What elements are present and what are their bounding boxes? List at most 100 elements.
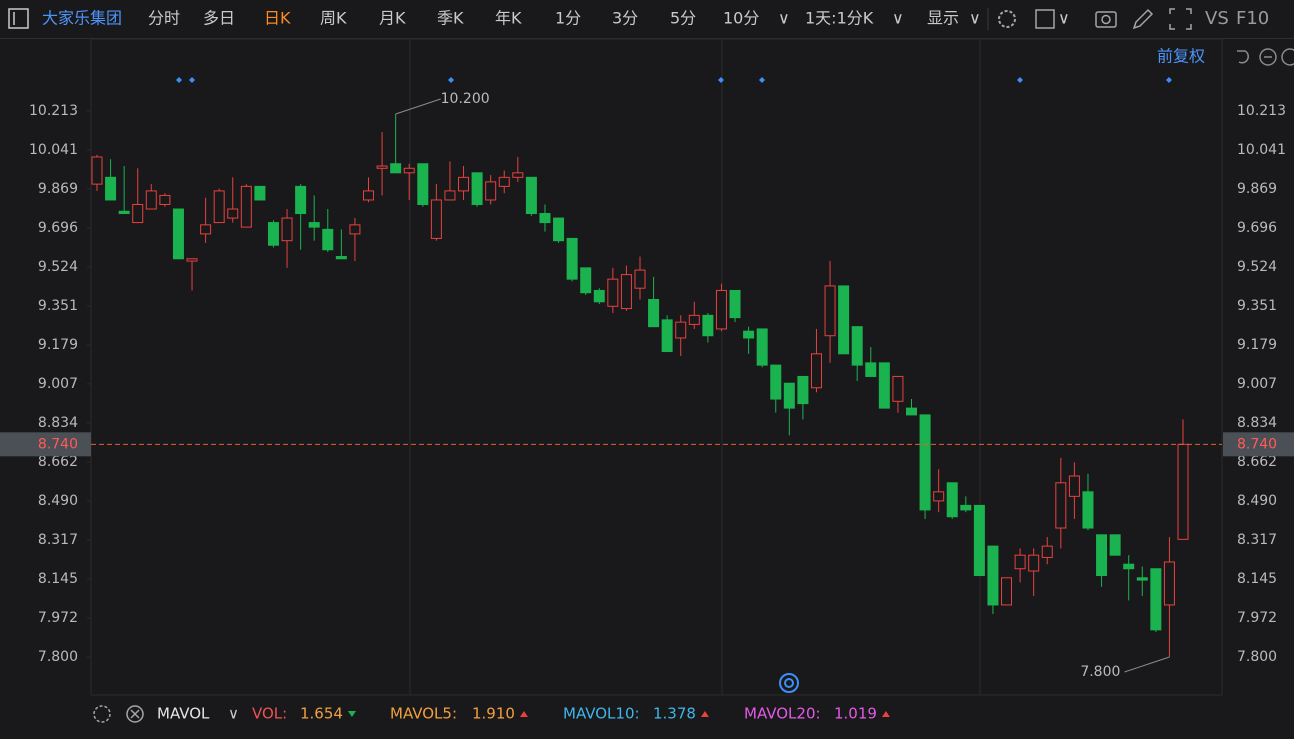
candle-body — [593, 289, 605, 303]
zoom-out-icon[interactable] — [1259, 48, 1277, 66]
y-tick-label-right: 9.696 — [1237, 220, 1277, 236]
candle-body — [960, 504, 972, 511]
event-marker[interactable] — [189, 77, 195, 83]
candle-body — [756, 328, 768, 366]
candle-body — [553, 217, 565, 242]
candle-body — [363, 190, 374, 201]
candle-body — [688, 314, 700, 325]
indicator-value: 1.378 — [653, 705, 696, 723]
candle-body — [240, 185, 252, 228]
candle-body — [933, 491, 945, 502]
indicator-label: MAVOL10: — [563, 705, 640, 723]
candle-body — [430, 199, 442, 239]
period-tab[interactable]: 10分 — [723, 9, 759, 28]
period-tab[interactable]: 1分 — [555, 9, 581, 28]
indicator-value: 1.910 — [472, 705, 515, 723]
period-tab[interactable]: 5分 — [670, 9, 696, 28]
period-tab[interactable]: 周K — [320, 9, 347, 28]
zoom-in-icon[interactable] — [1281, 48, 1294, 66]
candle-body — [281, 217, 293, 242]
dropdown-arrow[interactable]: ∨ — [969, 9, 981, 28]
event-marker[interactable] — [448, 77, 454, 83]
candle-body — [172, 208, 184, 260]
display-menu[interactable]: 显示 — [927, 9, 959, 28]
candle-body — [485, 181, 497, 201]
candle-body — [607, 278, 619, 307]
stock-name[interactable]: 大家乐集团 — [42, 9, 122, 28]
y-tick-label-right: 9.179 — [1237, 337, 1277, 353]
candle-body — [892, 375, 904, 402]
candle-body — [1163, 561, 1175, 606]
candle-body — [810, 353, 822, 389]
y-tick-label: 8.490 — [38, 493, 78, 509]
trend-arrow — [519, 711, 528, 717]
locate-button[interactable] — [779, 673, 799, 693]
event-marker[interactable] — [759, 77, 765, 83]
period-tab[interactable]: 月K — [379, 9, 406, 28]
y-tick-label-right: 8.145 — [1237, 571, 1277, 587]
sidebar-toggle[interactable] — [8, 8, 29, 29]
period-tab[interactable]: 年K — [495, 9, 522, 28]
candle-body — [1096, 534, 1108, 577]
event-marker[interactable] — [718, 77, 724, 83]
price-tag-bg — [0, 432, 91, 457]
event-marker[interactable] — [1017, 77, 1023, 83]
indicator-settings[interactable] — [93, 705, 111, 723]
period-tab[interactable]: 分时 — [148, 9, 180, 28]
adjust-mode[interactable]: 前复权 — [1157, 47, 1205, 66]
dropdown-arrow[interactable]: ∨ — [892, 9, 904, 28]
period-tab[interactable]: 多日 — [203, 9, 235, 28]
period-tab[interactable]: 季K — [437, 9, 464, 28]
candle-body — [919, 414, 931, 511]
candle-body — [417, 163, 429, 205]
candle-body — [213, 190, 225, 224]
indicator-label: MAVOL20: — [744, 705, 821, 723]
y-tick-label: 9.179 — [38, 337, 78, 353]
draw-icon[interactable] — [1132, 8, 1154, 30]
fullscreen-icon[interactable] — [1169, 8, 1192, 30]
event-marker[interactable] — [176, 77, 182, 83]
candle-body — [1014, 554, 1026, 570]
y-tick-label: 9.869 — [38, 181, 78, 197]
indicator-label: MAVOL5: — [390, 705, 457, 723]
screenshot-icon[interactable] — [1095, 11, 1117, 28]
y-tick-label: 9.007 — [38, 376, 78, 392]
interval-select[interactable]: 1天:1分K — [805, 9, 874, 28]
dropdown-arrow[interactable]: ∨ — [228, 705, 239, 723]
y-tick-label: 7.800 — [38, 649, 78, 665]
candle-body — [159, 194, 171, 205]
f10-button[interactable]: F10 — [1236, 8, 1269, 29]
event-marker[interactable] — [1166, 77, 1172, 83]
candle-body — [620, 274, 632, 310]
settings-icon[interactable] — [998, 10, 1016, 28]
candle-body — [498, 176, 510, 187]
candle-body — [390, 163, 402, 174]
indicator-name[interactable]: MAVOL — [157, 705, 210, 723]
y-tick-label-right: 8.317 — [1237, 532, 1277, 548]
candle-body — [444, 190, 456, 201]
plot: 10.213 10.213 10.041 10.041 9.869 9.869 9.696 9… — [0, 91, 1294, 680]
compare-button[interactable]: VS — [1205, 8, 1229, 29]
candle-body — [91, 156, 103, 185]
candle-body — [1068, 475, 1080, 497]
y-tick-label-right: 10.041 — [1237, 142, 1286, 158]
period-tab[interactable]: 日K — [264, 9, 291, 28]
reset-icon[interactable] — [1237, 50, 1249, 64]
candle-body — [118, 210, 130, 215]
layout-icon[interactable] — [1035, 9, 1055, 29]
candle-body — [308, 222, 320, 228]
y-tick-label-right: 7.972 — [1237, 610, 1277, 626]
dropdown-arrow[interactable]: ∨ — [778, 9, 790, 28]
period-tab[interactable]: 3分 — [612, 9, 638, 28]
candle-body — [1028, 554, 1040, 572]
candle-body — [335, 256, 347, 260]
candle-body — [770, 364, 782, 400]
candle-body — [525, 176, 537, 215]
indicator-close[interactable] — [126, 705, 144, 723]
y-tick-label: 8.145 — [38, 571, 78, 587]
y-tick-label: 9.524 — [38, 259, 78, 275]
candle-body — [1001, 577, 1013, 606]
dropdown-arrow[interactable]: ∨ — [1058, 9, 1070, 28]
candle-body — [702, 314, 714, 337]
candle-body — [145, 190, 157, 210]
